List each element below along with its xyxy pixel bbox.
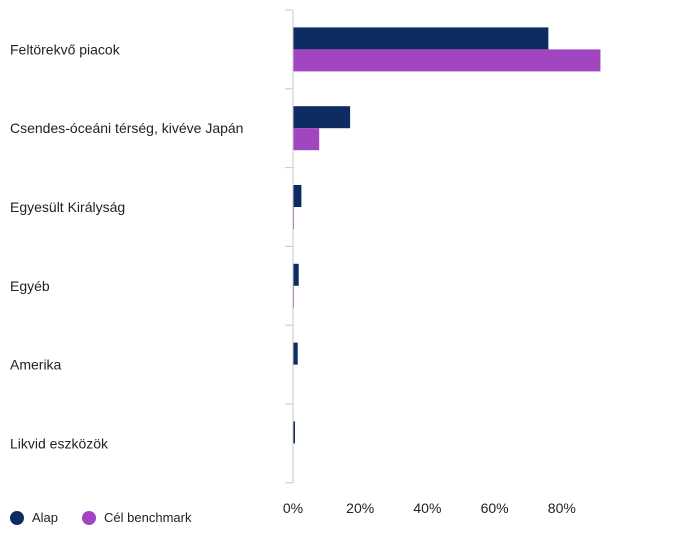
category-label: Csendes-óceáni térség, kivéve Japán <box>10 120 243 136</box>
bar-alap[interactable] <box>293 263 299 286</box>
x-tick-label: 80% <box>548 500 576 516</box>
legend-label-1: Cél benchmark <box>104 510 192 525</box>
legend: Alap Cél benchmark <box>10 510 215 525</box>
bar-alap[interactable] <box>293 185 302 207</box>
bar-benchmark[interactable] <box>293 285 295 308</box>
category-label: Egyesült Királyság <box>10 199 125 215</box>
bar-alap[interactable] <box>293 27 549 50</box>
x-tick-label: 0% <box>283 500 303 516</box>
legend-swatch-0 <box>10 510 24 525</box>
bar-benchmark[interactable] <box>293 49 601 72</box>
category-label: Egyéb <box>10 278 50 294</box>
category-label: Amerika <box>10 357 62 373</box>
legend-item-0[interactable]: Alap <box>10 510 58 525</box>
x-axis: 0% 20% 40% 60% 80% <box>283 9 576 516</box>
x-tick-label: 60% <box>481 500 509 516</box>
category-label: Likvid eszközök <box>10 435 109 451</box>
legend-swatch-1 <box>82 510 97 525</box>
bar-benchmark[interactable] <box>293 128 320 151</box>
legend-label-0: Alap <box>32 510 59 525</box>
x-tick-label: 20% <box>346 500 374 516</box>
category-labels: Feltörekvő piacok Csendes-óceáni térség, … <box>10 41 243 451</box>
x-tick-label: 40% <box>413 500 441 516</box>
category-label: Feltörekvő piacok <box>10 41 121 57</box>
bar-alap[interactable] <box>293 342 298 365</box>
bar-benchmark[interactable] <box>293 207 295 229</box>
legend-item-1[interactable]: Cél benchmark <box>82 510 191 525</box>
bar-alap[interactable] <box>293 106 351 129</box>
bars <box>293 27 601 444</box>
bar-alap[interactable] <box>293 421 296 444</box>
